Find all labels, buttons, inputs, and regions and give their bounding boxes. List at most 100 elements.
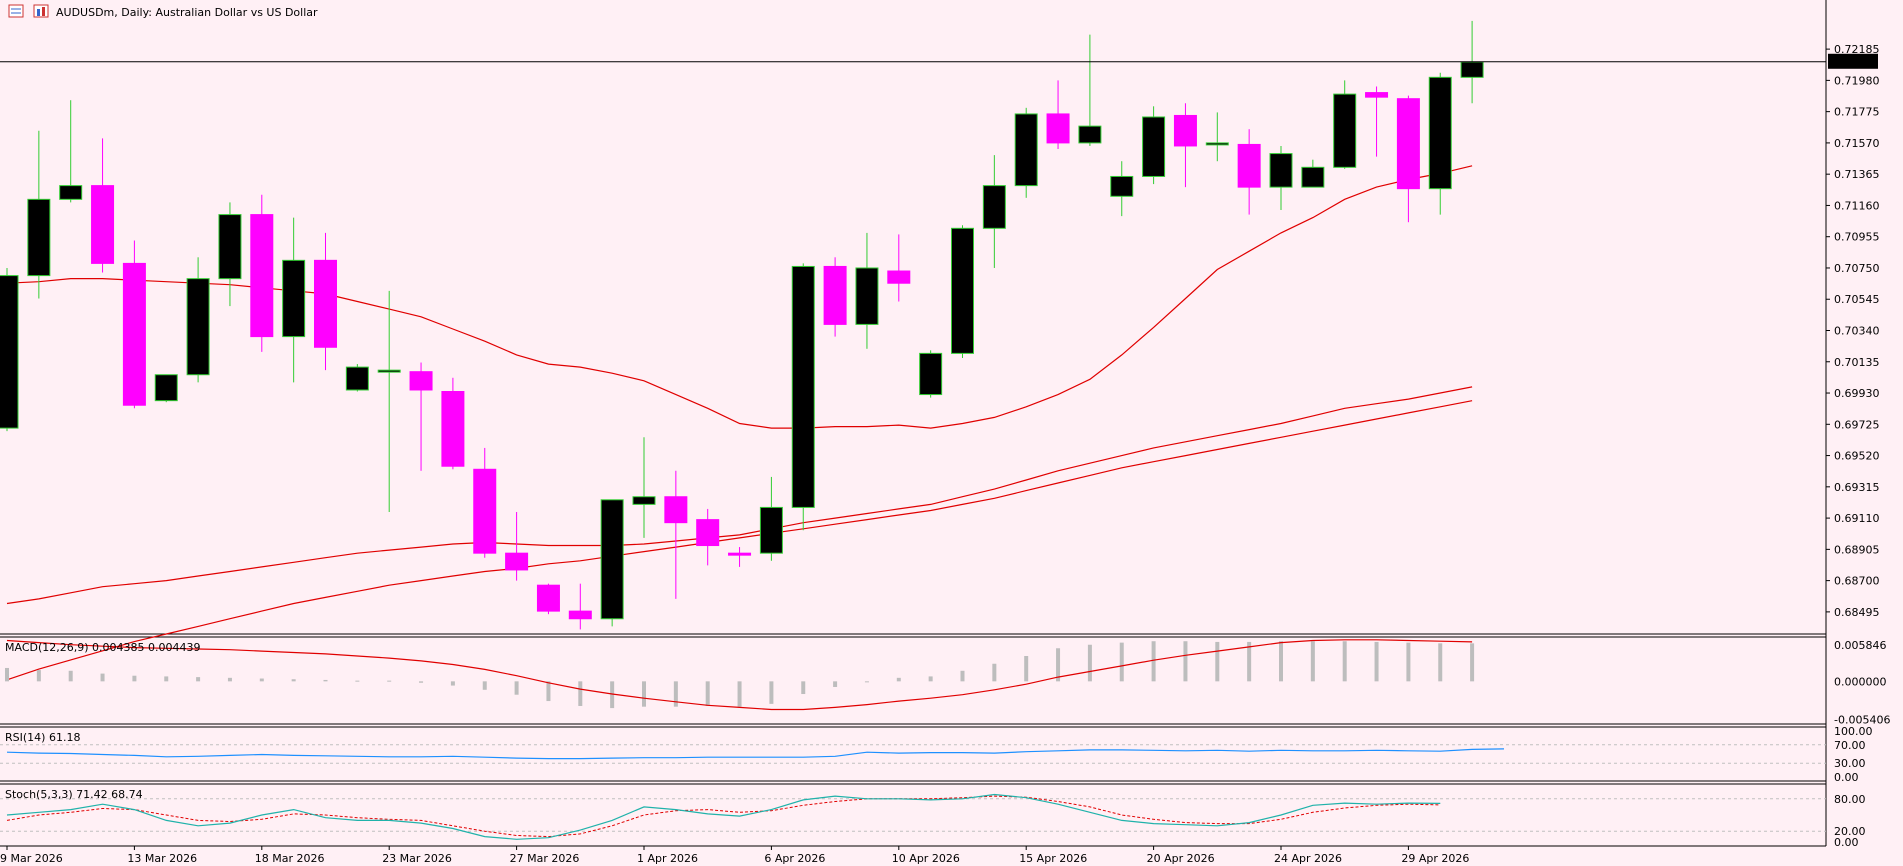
macd-histogram-bar [928, 676, 933, 682]
candle-body[interactable] [91, 185, 115, 264]
macd-histogram-bar [100, 673, 105, 682]
candle-body[interactable] [1142, 116, 1166, 177]
ma-long-line [6, 400, 1473, 681]
price-tick-label: 0.70340 [1834, 325, 1880, 338]
candle-body[interactable] [27, 198, 51, 277]
date-tick-label: 1 Apr 2026 [637, 852, 698, 865]
candle-body[interactable] [314, 259, 337, 348]
stoch-label: Stoch(5,3,3) 71.42 68.74 [5, 788, 143, 801]
candle-body[interactable] [1365, 92, 1389, 98]
candle-body[interactable] [345, 366, 369, 391]
candle-body[interactable] [1333, 93, 1357, 168]
macd-histogram-bar [36, 670, 41, 682]
candle-body[interactable] [250, 214, 274, 338]
macd-histogram-bar [705, 681, 710, 706]
price-tick-label: 0.68700 [1834, 575, 1880, 588]
macd-histogram-bar [1151, 641, 1156, 682]
candle-body[interactable] [600, 499, 624, 620]
candle-body[interactable] [568, 610, 592, 620]
price-tick-label: 0.69930 [1834, 387, 1880, 400]
candle-body[interactable] [186, 278, 210, 376]
macd-histogram-bar [1374, 641, 1379, 682]
candle-body[interactable] [1173, 114, 1197, 147]
candle-body[interactable] [1205, 142, 1229, 146]
price-tick-label: 0.71160 [1834, 199, 1880, 212]
candle-body[interactable] [1237, 143, 1261, 188]
candle-body[interactable] [1428, 76, 1452, 190]
ma-mid-line [6, 386, 1473, 605]
candle-body[interactable] [1269, 153, 1293, 188]
rsi-label: RSI(14) 61.18 [5, 731, 80, 744]
macd-histogram-bar [610, 681, 615, 709]
candle-body[interactable] [791, 265, 815, 508]
chart-window-icon[interactable] [8, 4, 24, 18]
date-tick-label: 20 Apr 2026 [1147, 852, 1215, 865]
macd-histogram-bar [5, 667, 9, 682]
candle-body[interactable] [409, 371, 433, 391]
macd-histogram-bar [1119, 642, 1124, 682]
date-tick-label: 6 Apr 2026 [764, 852, 825, 865]
macd-histogram-bar [737, 681, 742, 707]
candle-body[interactable] [1460, 61, 1484, 78]
candle-body[interactable] [154, 374, 178, 402]
candle-body[interactable] [59, 185, 83, 200]
macd-histogram-bar [1183, 641, 1188, 682]
candle-body[interactable] [122, 262, 146, 406]
price-tick-label: 0.68905 [1834, 543, 1880, 556]
candle-body[interactable] [377, 369, 401, 373]
candle-body[interactable] [1396, 98, 1420, 190]
macd-axis-label: 0.005846 [1834, 639, 1887, 652]
date-tick-label: 9 Mar 2026 [0, 852, 63, 865]
bar-chart-icon[interactable] [33, 4, 49, 18]
candle-body[interactable] [664, 496, 688, 524]
macd-histogram-bar [864, 681, 869, 683]
price-tick-label: 0.70750 [1834, 262, 1880, 275]
price-tick-label: 0.71365 [1834, 168, 1880, 181]
rsi-axis-label: 70.00 [1834, 739, 1866, 752]
price-tick-label: 0.68495 [1834, 606, 1880, 619]
price-tick-label: 0.72185 [1834, 43, 1880, 56]
candle-body[interactable] [1110, 175, 1134, 197]
candle-body[interactable] [536, 584, 560, 612]
macd-histogram-bar [960, 670, 965, 682]
candle-body[interactable] [473, 468, 497, 554]
stoch-axis-label: 20.00 [1834, 825, 1866, 838]
candle-body[interactable] [0, 275, 19, 429]
candle-body[interactable] [218, 214, 242, 280]
rsi-axis-label: 100.00 [1834, 725, 1873, 738]
candle-body[interactable] [823, 265, 847, 325]
candle-body[interactable] [696, 519, 720, 547]
candle-body[interactable] [951, 227, 974, 354]
candle-body[interactable] [505, 552, 529, 571]
macd-histogram-bar [1215, 641, 1220, 682]
date-tick-label: 24 Apr 2026 [1274, 852, 1342, 865]
date-tick-label: 10 Apr 2026 [892, 852, 960, 865]
candle-body[interactable] [1046, 113, 1070, 144]
macd-histogram-bar [1310, 641, 1315, 682]
candle-body[interactable] [282, 259, 306, 338]
candle-body[interactable] [982, 185, 1006, 229]
candle-body[interactable] [1014, 113, 1038, 187]
price-tick-label: 0.71980 [1834, 74, 1880, 87]
candle-body[interactable] [887, 270, 911, 284]
candle-body[interactable] [1301, 166, 1325, 188]
candle-body[interactable] [919, 352, 943, 396]
candle-body[interactable] [441, 391, 465, 467]
candle-body[interactable] [759, 506, 783, 554]
price-tick-label: 0.69315 [1834, 481, 1880, 494]
date-tick-label: 15 Apr 2026 [1019, 852, 1087, 865]
macd-histogram-bar [1087, 644, 1092, 682]
bar-chart-icon-bar [37, 9, 40, 16]
macd-histogram-bar [164, 676, 169, 682]
date-tick-label: 23 Mar 2026 [382, 852, 452, 865]
candle-body[interactable] [1078, 125, 1102, 144]
candle-body[interactable] [632, 496, 656, 505]
macd-histogram-bar [419, 681, 424, 683]
date-tick-label: 18 Mar 2026 [255, 852, 325, 865]
candle-body[interactable] [855, 267, 879, 325]
macd-histogram-bar [1406, 642, 1411, 682]
macd-histogram-bar [992, 663, 997, 682]
candle-body[interactable] [728, 552, 752, 556]
chart-title: AUDUSDm, Daily: Australian Dollar vs US … [56, 6, 318, 19]
